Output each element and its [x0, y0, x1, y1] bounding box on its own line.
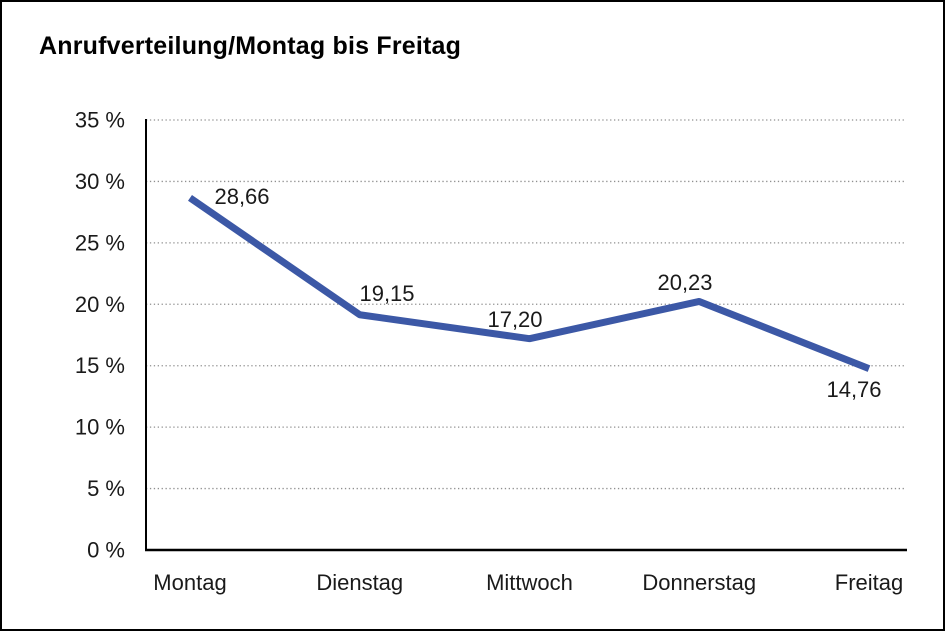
chart-title: Anrufverteilung/Montag bis Freitag	[39, 32, 462, 60]
data-label: 14,76	[826, 377, 881, 402]
y-tick-label: 5 %	[87, 476, 125, 501]
data-label: 20,23	[657, 270, 712, 295]
data-label: 19,15	[359, 281, 414, 306]
y-tick-label: 0 %	[87, 538, 125, 563]
y-tick-label: 10 %	[75, 415, 125, 440]
x-category-label: Mittwoch	[486, 570, 573, 595]
data-label: 17,20	[487, 307, 542, 332]
y-tick-label: 35 %	[75, 108, 125, 133]
y-tick-label: 25 %	[75, 230, 125, 255]
data-label: 28,66	[214, 184, 269, 209]
series-line	[188, 195, 871, 372]
x-category-label: Freitag	[835, 570, 903, 595]
x-category-label: Donnerstag	[642, 570, 756, 595]
x-category-label: Montag	[153, 570, 226, 595]
x-category-label: Dienstag	[316, 570, 403, 595]
y-tick-label: 30 %	[75, 169, 125, 194]
y-tick-label: 15 %	[75, 353, 125, 378]
y-tick-label: 20 %	[75, 292, 125, 317]
